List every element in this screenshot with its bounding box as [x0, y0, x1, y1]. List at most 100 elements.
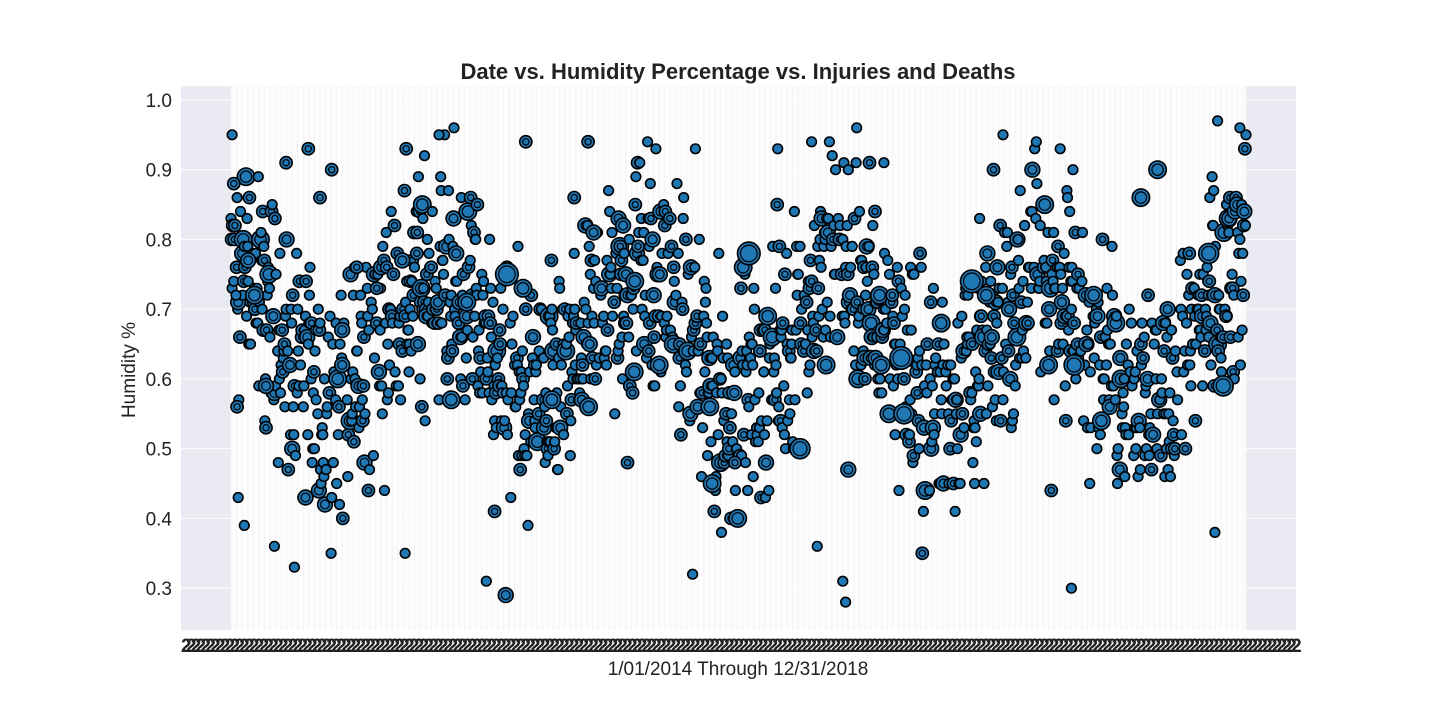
- x-tick-label: 2: [574, 636, 585, 657]
- data-point: [955, 406, 970, 421]
- data-point: [341, 394, 353, 406]
- data-point: [387, 218, 402, 233]
- data-point: [1148, 338, 1160, 350]
- data-point-ring: [316, 193, 324, 202]
- data-point: [1089, 308, 1106, 325]
- data-point: [649, 380, 661, 392]
- data-point-ring: [496, 340, 504, 348]
- data-point: [689, 143, 702, 155]
- data-point: [606, 226, 618, 239]
- data-point: [693, 233, 705, 245]
- x-tick-label: 2: [564, 636, 575, 657]
- data-point: [763, 484, 775, 497]
- data-point: [289, 450, 302, 462]
- data-point-ring: [413, 249, 421, 258]
- data-point: [497, 303, 509, 315]
- data-point: [661, 310, 673, 322]
- data-point: [470, 233, 482, 245]
- x-tick-label: 2: [1160, 636, 1171, 657]
- data-point: [317, 429, 329, 441]
- x-tick-label: 2: [1209, 636, 1220, 657]
- data-point: [770, 197, 785, 212]
- data-point: [1213, 289, 1225, 301]
- x-tick-label: 2: [976, 636, 987, 657]
- data-point-ring: [647, 214, 655, 223]
- y-tick-label: 0.6: [146, 370, 172, 391]
- data-point: [1175, 429, 1188, 441]
- data-point-ring: [977, 312, 986, 320]
- data-point: [580, 303, 592, 315]
- data-point-ring: [443, 375, 451, 383]
- data-point-ring: [500, 590, 511, 601]
- data-point-ring: [807, 277, 816, 285]
- data-point: [792, 268, 804, 280]
- data-point-ring: [934, 316, 948, 330]
- data-point: [715, 373, 727, 385]
- x-tick-label: 2: [806, 636, 817, 657]
- data-point: [973, 373, 985, 385]
- data-point: [862, 155, 877, 170]
- data-point-ring: [982, 248, 993, 259]
- x-tick-label: 2: [879, 636, 890, 657]
- data-point: [1000, 301, 1018, 318]
- data-point: [1041, 317, 1053, 329]
- data-point: [829, 164, 842, 176]
- data-point-ring: [1004, 347, 1013, 355]
- x-tick-label: 2: [288, 636, 299, 657]
- x-tick-label: 2: [540, 636, 551, 657]
- data-point: [320, 464, 332, 476]
- data-point: [628, 197, 643, 212]
- data-point: [954, 477, 966, 490]
- data-point: [368, 352, 381, 364]
- data-point: [915, 261, 927, 273]
- data-point: [1040, 301, 1058, 318]
- x-tick-label: 2: [283, 636, 294, 657]
- x-tick-label: 2: [191, 636, 202, 657]
- data-point-ring: [634, 242, 642, 251]
- x-tick-label: 2: [666, 636, 677, 657]
- data-point: [670, 289, 682, 301]
- x-tick-label: 2: [1034, 636, 1045, 657]
- data-point: [824, 310, 836, 322]
- data-point: [899, 289, 911, 301]
- data-point: [821, 296, 833, 308]
- data-point: [619, 316, 634, 330]
- data-point: [720, 338, 733, 350]
- data-point: [734, 281, 748, 296]
- data-point: [1056, 282, 1069, 294]
- data-point: [318, 373, 331, 385]
- data-point: [1206, 171, 1218, 183]
- data-point-ring: [359, 382, 368, 390]
- chart-title: Date vs. Humidity Percentage vs. Injurie…: [460, 59, 1015, 84]
- x-tick-label: 2: [249, 636, 260, 657]
- data-point: [306, 457, 318, 469]
- data-point: [675, 302, 690, 317]
- x-tick-label: 2: [1175, 636, 1186, 657]
- data-point: [956, 310, 968, 322]
- data-point: [304, 261, 316, 273]
- data-point-ring: [987, 354, 996, 362]
- data-point-ring: [705, 477, 719, 490]
- data-point: [1018, 219, 1031, 232]
- data-point-ring: [962, 272, 981, 291]
- data-point: [700, 282, 712, 294]
- data-point: [376, 408, 388, 420]
- data-point: [442, 185, 455, 197]
- data-point: [1129, 366, 1141, 378]
- data-point: [487, 504, 502, 519]
- x-tick-label: 2: [1286, 636, 1297, 657]
- data-point: [513, 462, 528, 477]
- x-tick-label: 2: [472, 636, 483, 657]
- data-point-ring: [353, 263, 361, 271]
- data-point-ring: [1092, 311, 1103, 322]
- data-point: [1159, 301, 1176, 318]
- y-tick-label: 0.4: [146, 509, 173, 530]
- data-point: [487, 296, 499, 308]
- data-point: [878, 157, 890, 169]
- x-tick-label: 2: [942, 636, 953, 657]
- x-tick-label: 2: [1146, 636, 1157, 657]
- data-point: [630, 171, 642, 183]
- data-point-ring: [448, 213, 459, 224]
- x-tick-label: 2: [583, 636, 594, 657]
- data-point: [1164, 387, 1176, 399]
